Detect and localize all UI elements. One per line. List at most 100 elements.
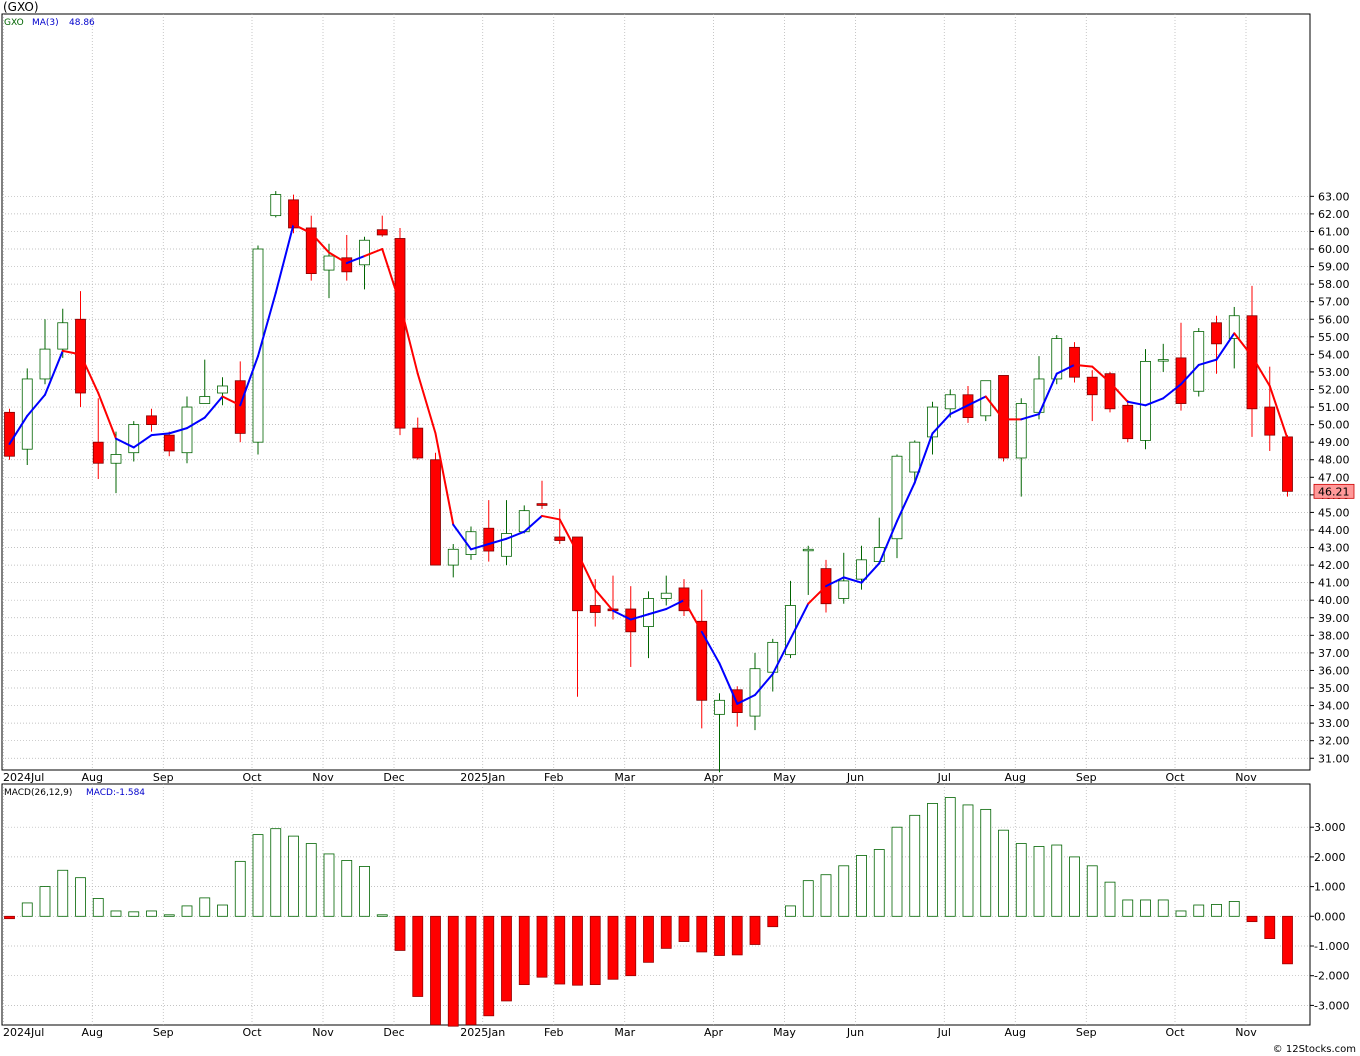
candle-body [1140,360,1151,441]
price-tick-label: 51.00 [1318,401,1350,414]
ma3-segment [452,523,472,551]
ma3-segment [842,576,863,584]
macd-bar [92,898,104,917]
macd-bar [323,853,335,917]
ma3-segment [8,414,29,445]
candle-body [856,559,867,580]
price-panel: 31.00 32.00 33.00 34.00 35.00 36.00 37.00 38.00… [1,13,1355,784]
ma3-segment [487,537,508,546]
candle-body [1175,357,1187,404]
ma3-segment [1197,358,1218,366]
candle-body [714,699,725,715]
ma3-segment [1268,384,1289,440]
macd-bar [75,877,86,917]
ma3-segment [541,514,561,521]
macd-bar [21,902,33,917]
macd-bar [234,860,246,917]
macd-bar [643,915,654,963]
ma3-segment [363,248,384,258]
watermark: © 12Stocks.com [1272,1044,1356,1055]
ma3-segment [97,392,117,440]
price-tick-label: 40.00 [1318,594,1350,607]
price-tick-label: 39.00 [1318,612,1350,625]
macd-bar [163,914,175,917]
candle-body [944,394,956,410]
price-tick-label: 37.00 [1318,647,1350,660]
macd-x-tick-label: Aug [1005,1026,1026,1039]
price-tick-label: 59.00 [1318,261,1350,274]
macd-bar [501,915,512,1002]
macd-bar [660,915,672,949]
ma3-segment [629,613,650,621]
ma3-segment [789,602,810,640]
ma3-segment [931,413,952,435]
ma3-segment [1126,400,1147,407]
macd-bar [696,915,708,953]
candle-body [909,441,921,473]
ma3-segment [239,355,259,407]
ma3-segment [718,662,739,705]
macd-bar [4,915,15,920]
price-tick-label: 52.00 [1318,383,1350,396]
candle-body [163,434,175,452]
candle-body [430,459,441,566]
x-tick-label: Apr [704,771,724,784]
price-tick-label: 38.00 [1318,629,1350,642]
ma3-segment [1215,332,1236,361]
ma3-segment [1144,397,1165,407]
candle-body [394,238,406,429]
last-price-box [1313,483,1355,499]
ma3-segment [61,349,82,356]
candle-body [305,227,317,274]
macd-x-tick-label: Nov [1235,1026,1257,1039]
candle-body [1051,338,1063,380]
candle-body [749,668,761,717]
ma3-segment [1251,355,1271,387]
candle-body [1228,315,1240,339]
price-tick-label: 61.00 [1318,225,1350,238]
candle-body [146,415,157,426]
candle-body [110,454,122,464]
last-price-label: 46.21 [1318,485,1350,498]
candle-body [199,396,211,404]
macd-bar [1157,899,1169,917]
candle-body [1122,404,1134,440]
macd-bar [1051,844,1063,917]
ma3-segment [1109,381,1129,403]
candle-body [501,533,512,557]
candle-body [1282,436,1293,492]
candle-body [696,620,708,701]
ma3-segment [665,599,685,610]
macd-bar [891,826,903,917]
macd-bar [944,797,956,917]
macd-bar [1140,899,1151,917]
ma3-segment [576,551,597,591]
ma3-segment [647,607,668,616]
macd-bar [394,915,406,951]
macd-bar [288,835,299,917]
macd-x-tick-label: Mar [614,1026,635,1039]
ma3-segment [115,437,135,449]
candle-body [252,248,264,443]
candle-body [376,229,388,236]
ma3-segment [328,251,348,265]
ma3-segment [26,393,46,417]
price-tick-label: 47.00 [1318,471,1350,484]
macd-bar [980,808,992,917]
macd-bar [1264,915,1276,939]
candle-body [660,592,672,599]
x-tick-label: Aug [82,771,103,784]
candle-body [998,375,1009,459]
candle-body [92,441,104,464]
price-tick-label: 31.00 [1318,752,1350,765]
macd-bar [678,915,690,942]
macd-bar [483,915,495,1017]
macd-bar [412,915,424,997]
macd-bar [270,828,282,917]
x-tick-label: Oct [242,771,262,784]
macd-panel: -3.000 -2.000 -1.000 0.000 1.000 2.000 3.000 20… [1,783,1349,1039]
ma3-segment [345,255,366,265]
x-tick-label: Oct [1165,771,1185,784]
candle-body [4,411,15,457]
